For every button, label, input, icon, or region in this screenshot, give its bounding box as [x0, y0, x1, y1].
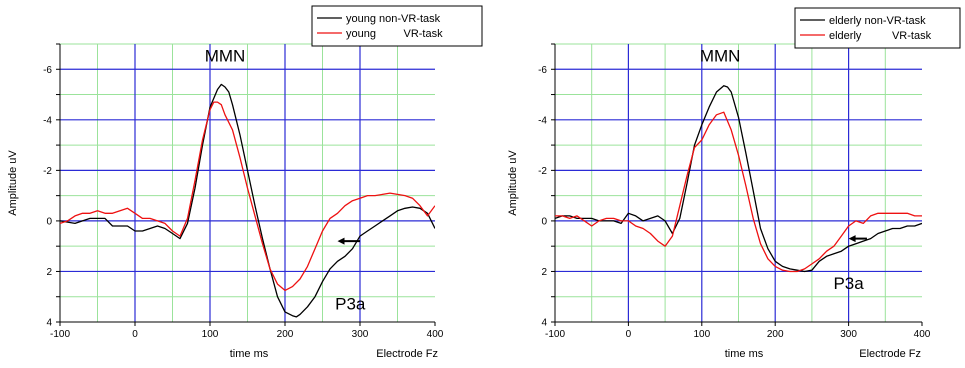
legend-entry: elderly non-VR-task [829, 15, 926, 27]
series-group [60, 83, 435, 318]
legend: elderly non-VR-task elderly VR-task [794, 7, 961, 49]
annotation-mmn: MMN [205, 47, 246, 66]
electrode-label: Electrode Fz [859, 348, 921, 360]
y-axis-label: Amplitude uV [7, 150, 19, 216]
x-tick-label: 300 [840, 329, 857, 340]
legend-box [311, 5, 483, 47]
arrow-head [848, 235, 856, 243]
y-tick-label: 0 [541, 216, 547, 227]
minor-grid [60, 43, 435, 322]
y-tick-label: -6 [43, 65, 52, 76]
annotation-mmn: MMN [700, 47, 741, 66]
y-tick-label: -6 [538, 65, 547, 76]
x-tick-label: 200 [277, 329, 294, 340]
legend-entry: young non-VR-task [346, 13, 441, 25]
y-axis-label: Amplitude uV [507, 150, 519, 216]
series-line-vr [555, 111, 922, 273]
y-tick-label: 4 [541, 318, 547, 329]
x-axis-label: time ms [230, 348, 269, 360]
x-tick-label: 200 [767, 329, 784, 340]
y-tick-label: -2 [43, 166, 52, 177]
y-tick-label: 4 [46, 318, 52, 329]
electrode-label: Electrode Fz [376, 348, 438, 360]
y-tick-label: 2 [541, 267, 547, 278]
x-tick-label: 400 [914, 329, 931, 340]
major-grid [555, 44, 922, 322]
legend: young non-VR-task young VR-task [311, 5, 483, 47]
y-tick-label: -2 [538, 166, 547, 177]
y-tick-label: 2 [46, 267, 52, 278]
x-tick-label: 100 [202, 329, 219, 340]
annotation-p3a: P3a [833, 274, 864, 293]
x-tick-label: 400 [427, 329, 444, 340]
legend-entry: elderly VR-task [829, 30, 932, 42]
x-tick-label: 0 [132, 329, 138, 340]
y-tick-label: -4 [538, 115, 547, 126]
series-line-vr [60, 101, 435, 292]
legend-box [794, 7, 961, 49]
annotation-p3a: P3a [335, 294, 366, 313]
chart-panel-2: -100 0 100 200 300 400 -6 -4 -2 0 2 4 Amplitude uV ti… [507, 7, 961, 360]
x-tick-label: -100 [50, 329, 70, 340]
minor-grid [555, 43, 922, 322]
x-tick-label: 0 [626, 329, 632, 340]
x-tick-label: -100 [545, 329, 565, 340]
legend-entry: young VR-task [346, 28, 443, 40]
series-line-non-vr [60, 83, 435, 318]
arrow-icon [337, 237, 360, 245]
x-axis-label: time ms [725, 348, 764, 360]
x-tick-label: 300 [352, 329, 369, 340]
chart-panel-1: -100 0 100 200 300 400 -6 -4 -2 0 2 4 Amplitude uV ti… [7, 5, 483, 360]
series-group [555, 85, 922, 273]
x-tick-label: 100 [693, 329, 710, 340]
series-line-non-vr [555, 85, 922, 273]
arrow-icon [848, 235, 867, 243]
y-tick-label: 0 [46, 216, 52, 227]
arrow-head [337, 237, 345, 245]
y-tick-label: -4 [43, 115, 52, 126]
